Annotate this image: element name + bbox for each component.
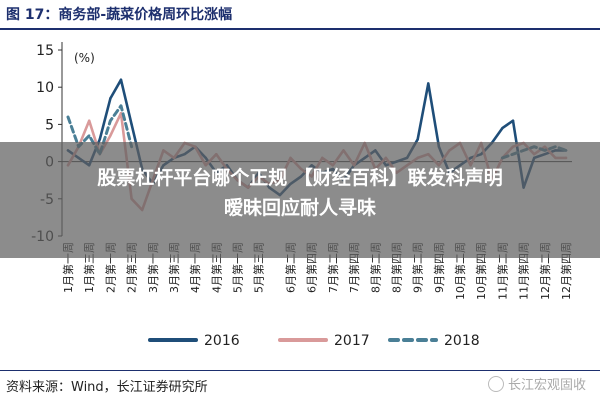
y-tick-label: 15 bbox=[36, 43, 54, 59]
data-point-2016 bbox=[98, 138, 101, 141]
data-point-2016 bbox=[427, 82, 430, 85]
data-point-2016 bbox=[109, 97, 112, 100]
data-point-2017 bbox=[109, 134, 112, 137]
legend-label-2017: 2017 bbox=[334, 333, 370, 349]
data-point-2016 bbox=[416, 138, 419, 141]
figure-title: 图 17：商务部-蔬菜价格周环比涨幅 bbox=[6, 7, 233, 23]
overlay-headline-line2: 暧昧回应耐人寻味 bbox=[223, 197, 376, 219]
overlay-headline-line1: 股票杠杆平台哪个正规 【财经百科】联发科声明 bbox=[97, 167, 503, 189]
wechat-logo-icon bbox=[487, 376, 504, 392]
data-point-2018 bbox=[109, 119, 112, 122]
watermark: 长江宏观固收 bbox=[487, 374, 586, 393]
y-axis-unit-label: (%) bbox=[74, 51, 95, 65]
data-point-2017 bbox=[87, 119, 91, 122]
footer-divider bbox=[0, 370, 600, 371]
data-point-2016 bbox=[119, 78, 123, 81]
y-tick-label: 5 bbox=[45, 117, 54, 133]
data-point-2016 bbox=[130, 123, 133, 126]
data-point-2018 bbox=[87, 134, 91, 137]
legend-label-2016: 2016 bbox=[204, 333, 240, 349]
title-divider bbox=[0, 28, 600, 30]
data-point-2018 bbox=[119, 104, 123, 108]
watermark-text: 长江宏观固收 bbox=[507, 378, 586, 393]
data-point-2016 bbox=[511, 119, 515, 122]
news-overlay-banner bbox=[0, 142, 600, 258]
legend-label-2018: 2018 bbox=[444, 333, 480, 349]
y-tick-label: 10 bbox=[36, 80, 54, 96]
data-point-2018 bbox=[66, 115, 70, 119]
source-note: 资料来源：Wind，长江证券研究所 bbox=[6, 380, 208, 395]
news-overlay-text: 股票杠杆平台哪个正规 【财经百科】联发科声明 暧昧回应耐人寻味 bbox=[0, 163, 600, 223]
data-point-2016 bbox=[501, 126, 504, 130]
